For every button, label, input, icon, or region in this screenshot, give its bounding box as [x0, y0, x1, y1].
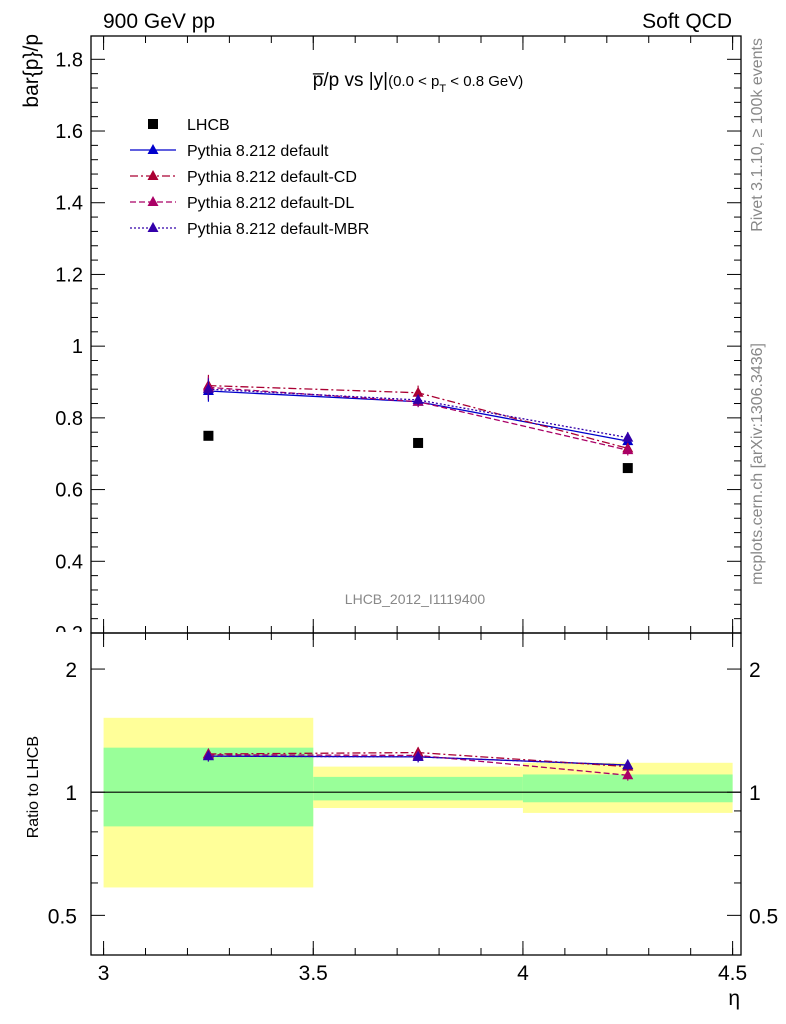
- main-ytick-label: 0.4: [55, 551, 83, 573]
- legend-label: Pythia 8.212 default: [187, 143, 329, 160]
- ratio-frame: [90, 632, 742, 956]
- lhcb-data-point: [413, 437, 424, 448]
- xtick-label: 3: [98, 962, 110, 985]
- xtick-label: 3.5: [299, 962, 328, 985]
- ratio-marker: [202, 750, 214, 761]
- main-ytick-label: 0.8: [55, 408, 83, 430]
- mc-marker: [622, 444, 634, 455]
- legend-marker: [147, 170, 159, 180]
- ratio-ytick-label-right: 2: [749, 659, 761, 682]
- ratio-ytick-label-left: 1: [65, 782, 77, 805]
- header-left: 900 GeV pp: [103, 10, 215, 33]
- ratio-ytick-label-left: 2: [65, 659, 77, 682]
- legend-marker: [147, 196, 159, 206]
- ratio-ylabel: Ratio to LHCB: [25, 736, 42, 838]
- main-ytick-label: 0.2: [55, 623, 83, 645]
- main-ytick-label: 1: [72, 336, 83, 358]
- legend-marker-lhcb: [148, 119, 158, 129]
- xtick-label: 4: [517, 962, 529, 985]
- header-right: Soft QCD: [642, 10, 732, 33]
- ratio-marker: [412, 750, 424, 761]
- mc-marker: [412, 393, 424, 404]
- main-plot: 0.2 0.4 0.6 0.8 1 1.2 1.4 1.6 1.8: [55, 35, 742, 645]
- legend-label: LHCB: [187, 117, 230, 134]
- main-ytick-label: 1.2: [55, 264, 83, 286]
- legend-marker: [147, 222, 159, 232]
- legend-marker: [147, 144, 159, 154]
- ratio-marker: [622, 759, 634, 770]
- mc-marker: [412, 386, 424, 397]
- legend-label: Pythia 8.212 default-DL: [187, 195, 354, 212]
- ratio-marker: [622, 769, 634, 780]
- title-cut-open: (0.0 < p: [388, 73, 439, 90]
- title-cut-sub: T: [439, 83, 446, 95]
- ratio-plot: 0.5 0.5 1 1 2 2 3 3.5 4 4.5: [48, 632, 778, 985]
- title-main: p̅/p vs |y|: [312, 70, 388, 91]
- plot-title: p̅/p vs |y|(0.0 < pT < 0.8 GeV): [312, 70, 523, 95]
- main-ytick-label: 1.8: [55, 49, 83, 71]
- ratio-ytick-label-left: 0.5: [48, 905, 77, 928]
- legend: LHCB Pythia 8.212 default Pythia 8.212 def…: [130, 117, 369, 238]
- ratio-ytick-label-right: 0.5: [749, 905, 778, 928]
- uncertainty-band-green: [313, 776, 523, 801]
- x-axis-label: η: [728, 987, 740, 1010]
- ratio-ytick-label-right: 1: [749, 782, 761, 805]
- main-ytick-label: 0.6: [55, 480, 83, 502]
- mc-marker: [622, 431, 634, 442]
- lhcb-data-point: [622, 463, 633, 474]
- rivet-label: Rivet 3.1.10, ≥ 100k events: [749, 38, 766, 232]
- analysis-watermark: LHCB_2012_I1119400: [345, 591, 486, 607]
- title-cut-close: < 0.8 GeV): [446, 73, 523, 90]
- lhcb-data-point: [203, 430, 214, 441]
- legend-label: Pythia 8.212 default-CD: [187, 169, 357, 186]
- mc-marker: [202, 383, 214, 394]
- legend-label: Pythia 8.212 default-MBR: [187, 221, 369, 238]
- main-ytick-label: 1.4: [55, 193, 83, 215]
- main-ytick-label: 1.6: [55, 121, 83, 143]
- xtick-label: 4.5: [718, 962, 747, 985]
- mcplots-label: mcplots.cern.ch [arXiv:1306.3436]: [749, 343, 766, 585]
- main-ylabel: bar{p}/p: [20, 34, 43, 108]
